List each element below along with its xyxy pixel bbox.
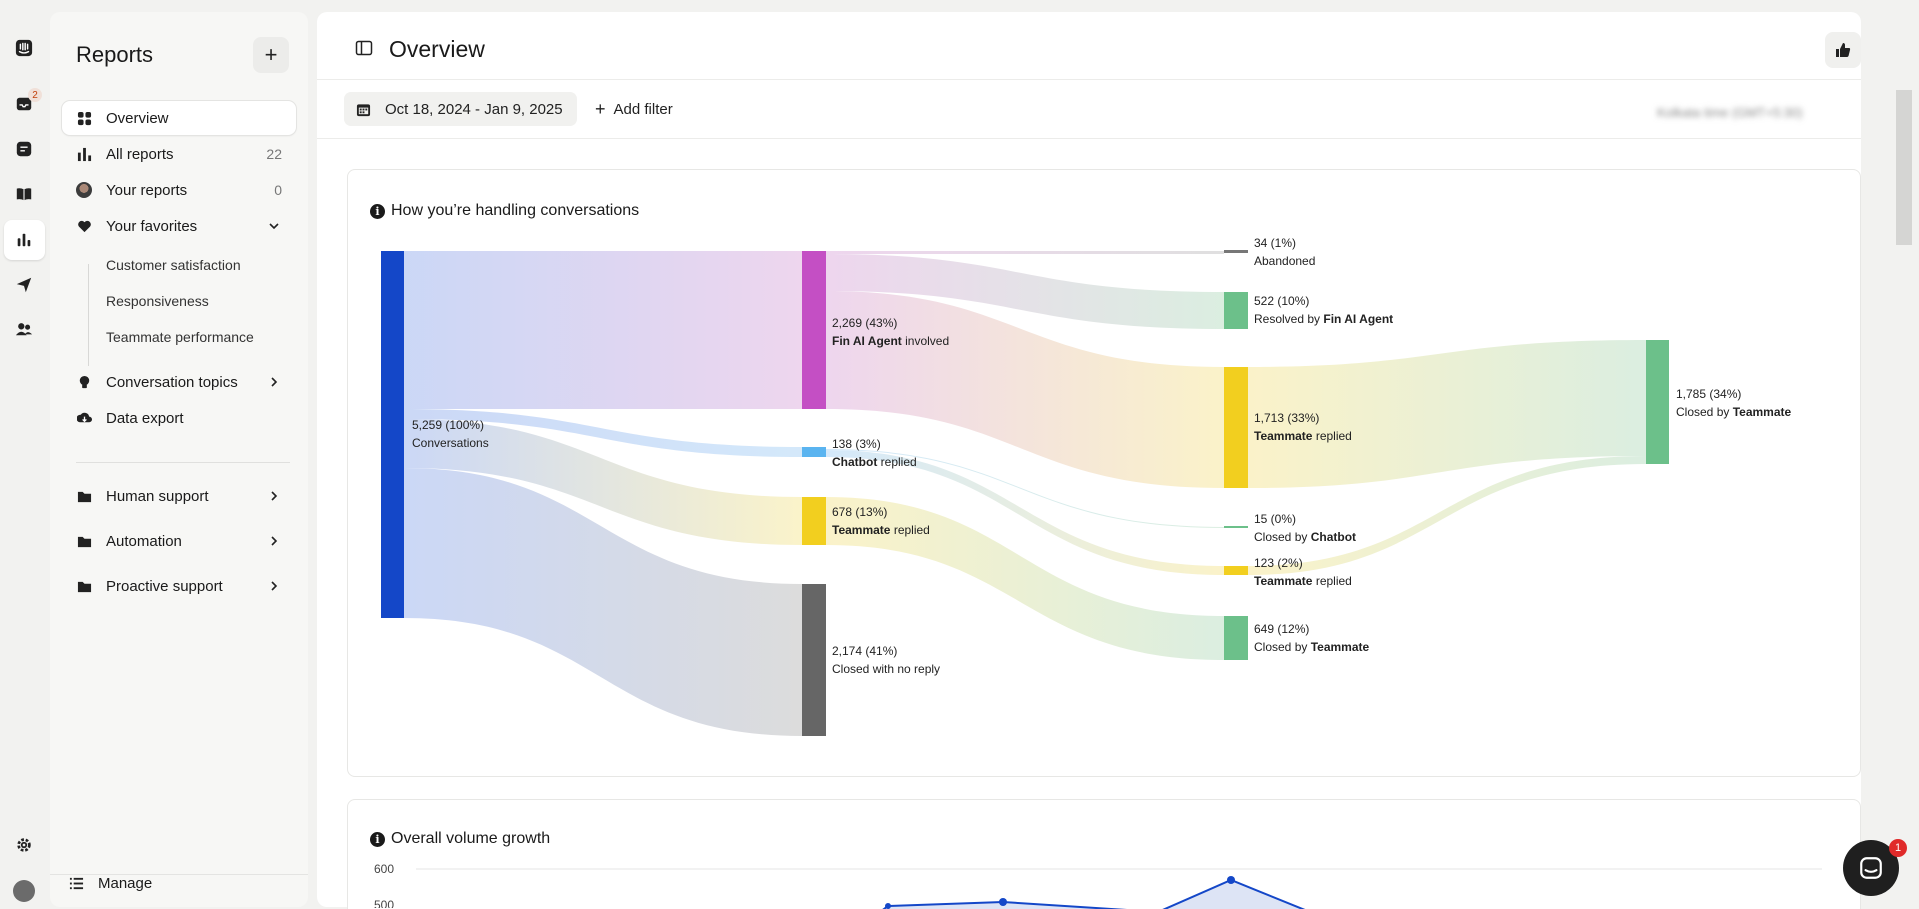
messenger-badge: 1 — [1889, 839, 1907, 857]
outbound-send-icon[interactable] — [13, 274, 35, 296]
card-title-text: Overall volume growth — [391, 830, 551, 847]
sidebar-item-overview[interactable]: Overview — [62, 101, 296, 135]
avatar — [76, 182, 92, 198]
bar-chart-icon — [76, 146, 92, 162]
favorite-customer-satisfaction[interactable]: Customer satisfaction — [106, 257, 241, 273]
reports-icon[interactable] — [13, 229, 35, 251]
grid-icon — [76, 110, 92, 126]
node-label-teammate-2: 1,713 (33%) Teammate replied — [1254, 411, 1352, 443]
contacts-icon[interactable] — [13, 318, 35, 340]
folder-icon — [76, 533, 92, 549]
node-label-closed-teammate: 649 (12%) Closed by Teammate — [1254, 622, 1370, 654]
inbox-badge: 2 — [28, 88, 42, 102]
sidebar-item-proactive-support[interactable]: Proactive support — [62, 569, 296, 603]
report-count: 22 — [266, 146, 282, 162]
sidebar-item-label: Your reports — [106, 181, 188, 199]
sidebar-item-label: All reports — [106, 145, 174, 163]
node-label-closed-by-teammate-final: 1,785 (34%) Closed by Teammate — [1676, 387, 1792, 419]
node-label-closed-chatbot: 15 (0%) Closed by Chatbot — [1254, 512, 1357, 544]
card-title: i How you’re handling conversations — [370, 202, 639, 220]
sidebar-item-label: Overview — [106, 109, 169, 127]
sidebar-item-automation[interactable]: Automation — [62, 524, 296, 558]
timezone-selector[interactable]: Kolkata time (GMT+5:30) — [1657, 105, 1803, 120]
sidebar-toggle-icon[interactable] — [355, 39, 373, 57]
chevron-right-icon[interactable] — [268, 490, 280, 502]
y-tick-500: 500 — [374, 898, 395, 908]
chevron-down-icon[interactable] — [268, 220, 280, 232]
add-filter-label: Add filter — [613, 100, 673, 118]
icon-rail: 2 — [0, 0, 50, 909]
thumbs-up-icon — [1836, 43, 1851, 57]
node-label-resolved: 522 (10%) Resolved by Fin AI Agent — [1254, 294, 1394, 326]
folder-icon — [76, 578, 92, 594]
node-label-teammate-3: 123 (2%) Teammate replied — [1254, 556, 1352, 588]
sidebar-item-your-favorites[interactable]: Your favorites — [62, 209, 296, 243]
heart-icon — [76, 218, 92, 234]
chevron-right-icon[interactable] — [268, 535, 280, 547]
feedback-thumbs-up-button[interactable] — [1825, 32, 1861, 68]
sidebar-item-your-reports[interactable]: Your reports 0 — [62, 173, 296, 207]
sidebar-item-label: Your favorites — [106, 217, 198, 235]
chevron-right-icon[interactable] — [268, 376, 280, 388]
list-icon — [68, 875, 84, 891]
sidebar-item-data-export[interactable]: Data export — [62, 401, 296, 435]
sidebar-title: Reports — [76, 42, 154, 67]
date-range-picker[interactable]: Oct 18, 2024 - Jan 9, 2025 — [344, 92, 577, 126]
knowledge-book-icon[interactable] — [13, 183, 35, 205]
inbox-icon[interactable] — [13, 93, 35, 115]
sidebar-item-human-support[interactable]: Human support — [62, 479, 296, 513]
page-scrollbar[interactable] — [1896, 90, 1912, 245]
lightbulb-icon — [76, 374, 92, 390]
conversations-flow-card: i How you’re handling conversations — [347, 169, 1861, 777]
favorite-responsiveness[interactable]: Responsiveness — [106, 293, 209, 309]
favorites-tree-line — [88, 264, 89, 366]
date-range-label: Oct 18, 2024 - Jan 9, 2025 — [385, 100, 563, 118]
card-title-text: How you’re handling conversations — [391, 202, 640, 219]
folder-icon — [76, 488, 92, 504]
page-header: Overview — [317, 12, 1861, 80]
sidebar-item-label: Human support — [106, 487, 209, 505]
node-label-fin: 2,269 (43%) Fin AI Agent involved — [832, 316, 950, 348]
info-icon[interactable]: i — [370, 203, 385, 219]
report-count: 0 — [274, 182, 282, 198]
card-title: i Overall volume growth — [370, 830, 550, 848]
sidebar-item-label: Conversation topics — [106, 373, 238, 391]
settings-gear-icon[interactable] — [13, 834, 35, 856]
sidebar-footer-divider — [50, 874, 308, 875]
messenger-icon — [1860, 857, 1882, 879]
node-label-no-reply: 2,174 (41%) Closed with no reply — [832, 644, 941, 676]
sidebar-item-label: Data export — [106, 409, 184, 427]
sidebar-item-label: Proactive support — [106, 577, 223, 595]
plus-icon: + — [595, 98, 606, 119]
chevron-right-icon[interactable] — [268, 580, 280, 592]
node-label-teammate: 678 (13%) Teammate replied — [832, 505, 930, 537]
y-tick-600: 600 — [374, 862, 395, 876]
reports-sidebar: Reports + Overview All reports 22 Your r… — [50, 12, 308, 907]
page-title: Overview — [389, 36, 485, 62]
favorite-teammate-performance[interactable]: Teammate performance — [106, 329, 254, 345]
manage-button[interactable]: Manage — [54, 866, 288, 900]
filter-bar: Oct 18, 2024 - Jan 9, 2025 + Add filter … — [317, 81, 1861, 139]
sidebar-item-conversation-topics[interactable]: Conversation topics — [62, 365, 296, 399]
node-label-conversations: 5,259 (100%) Conversations — [412, 418, 489, 450]
add-filter-button[interactable]: + Add filter — [595, 92, 673, 126]
node-label-chatbot: 138 (3%) Chatbot replied — [832, 437, 917, 469]
sidebar-divider — [76, 462, 290, 463]
manage-label: Manage — [98, 874, 153, 892]
calendar-icon — [356, 103, 371, 116]
sidebar-item-all-reports[interactable]: All reports 22 — [62, 137, 296, 171]
node-label-abandoned: 34 (1%) Abandoned — [1254, 236, 1316, 268]
sidebar-item-label: Automation — [106, 532, 182, 550]
intercom-logo-icon[interactable] — [13, 37, 35, 59]
user-avatar[interactable] — [13, 880, 35, 902]
fin-icon[interactable] — [13, 138, 35, 160]
volume-growth-card: i Overall volume growth — [347, 799, 1861, 909]
info-icon[interactable]: i — [370, 831, 385, 847]
download-cloud-icon — [76, 410, 92, 426]
add-report-button[interactable]: + — [253, 37, 289, 73]
